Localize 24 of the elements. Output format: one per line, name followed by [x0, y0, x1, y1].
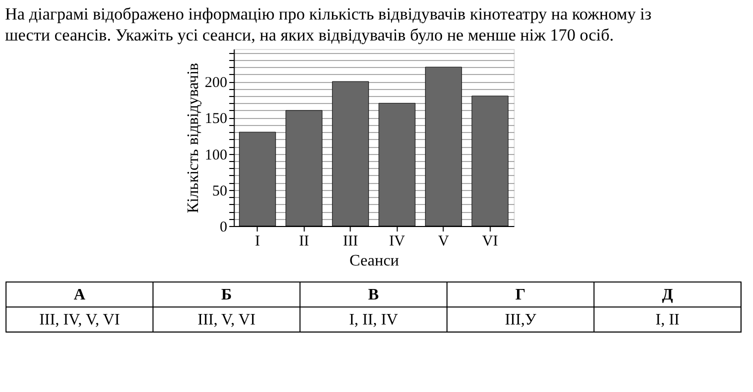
text: III, IV, V, VI [39, 312, 120, 328]
x-tick-label: I [254, 234, 260, 250]
x-axis-title: Сеанси [350, 252, 400, 270]
text: В [368, 286, 380, 304]
x-tick-label: VI [482, 234, 498, 250]
y-tick-label: 0 [220, 220, 228, 236]
x-tick-label: V [438, 234, 450, 250]
y-axis-title: Кількість відвідувачів [184, 62, 202, 214]
x-tick-label: IV [389, 234, 406, 250]
text: III,У [504, 312, 537, 328]
text: А [74, 286, 86, 304]
text: III, V, VI [198, 312, 256, 328]
text: I, II [656, 312, 680, 328]
y-tick-label: 50 [212, 183, 228, 200]
text: I, II, IV [349, 312, 398, 328]
text: Г [515, 286, 526, 304]
y-tick-label: 150 [204, 111, 228, 128]
chart-title: На діаграмі відображено інформацію про кількість відвідувачів кінотеатру на кожному із шести сеансів. Укажіть усі сеанси, на яких відвідувачів було не менше ніж 170 осіб. [5, 4, 652, 44]
text: Д [662, 286, 674, 304]
x-tick-label: III [342, 234, 358, 250]
x-tick-label: II [298, 234, 309, 250]
y-tick-label: 100 [204, 147, 228, 164]
text: Б [221, 286, 232, 304]
y-tick-label: 200 [204, 75, 228, 92]
